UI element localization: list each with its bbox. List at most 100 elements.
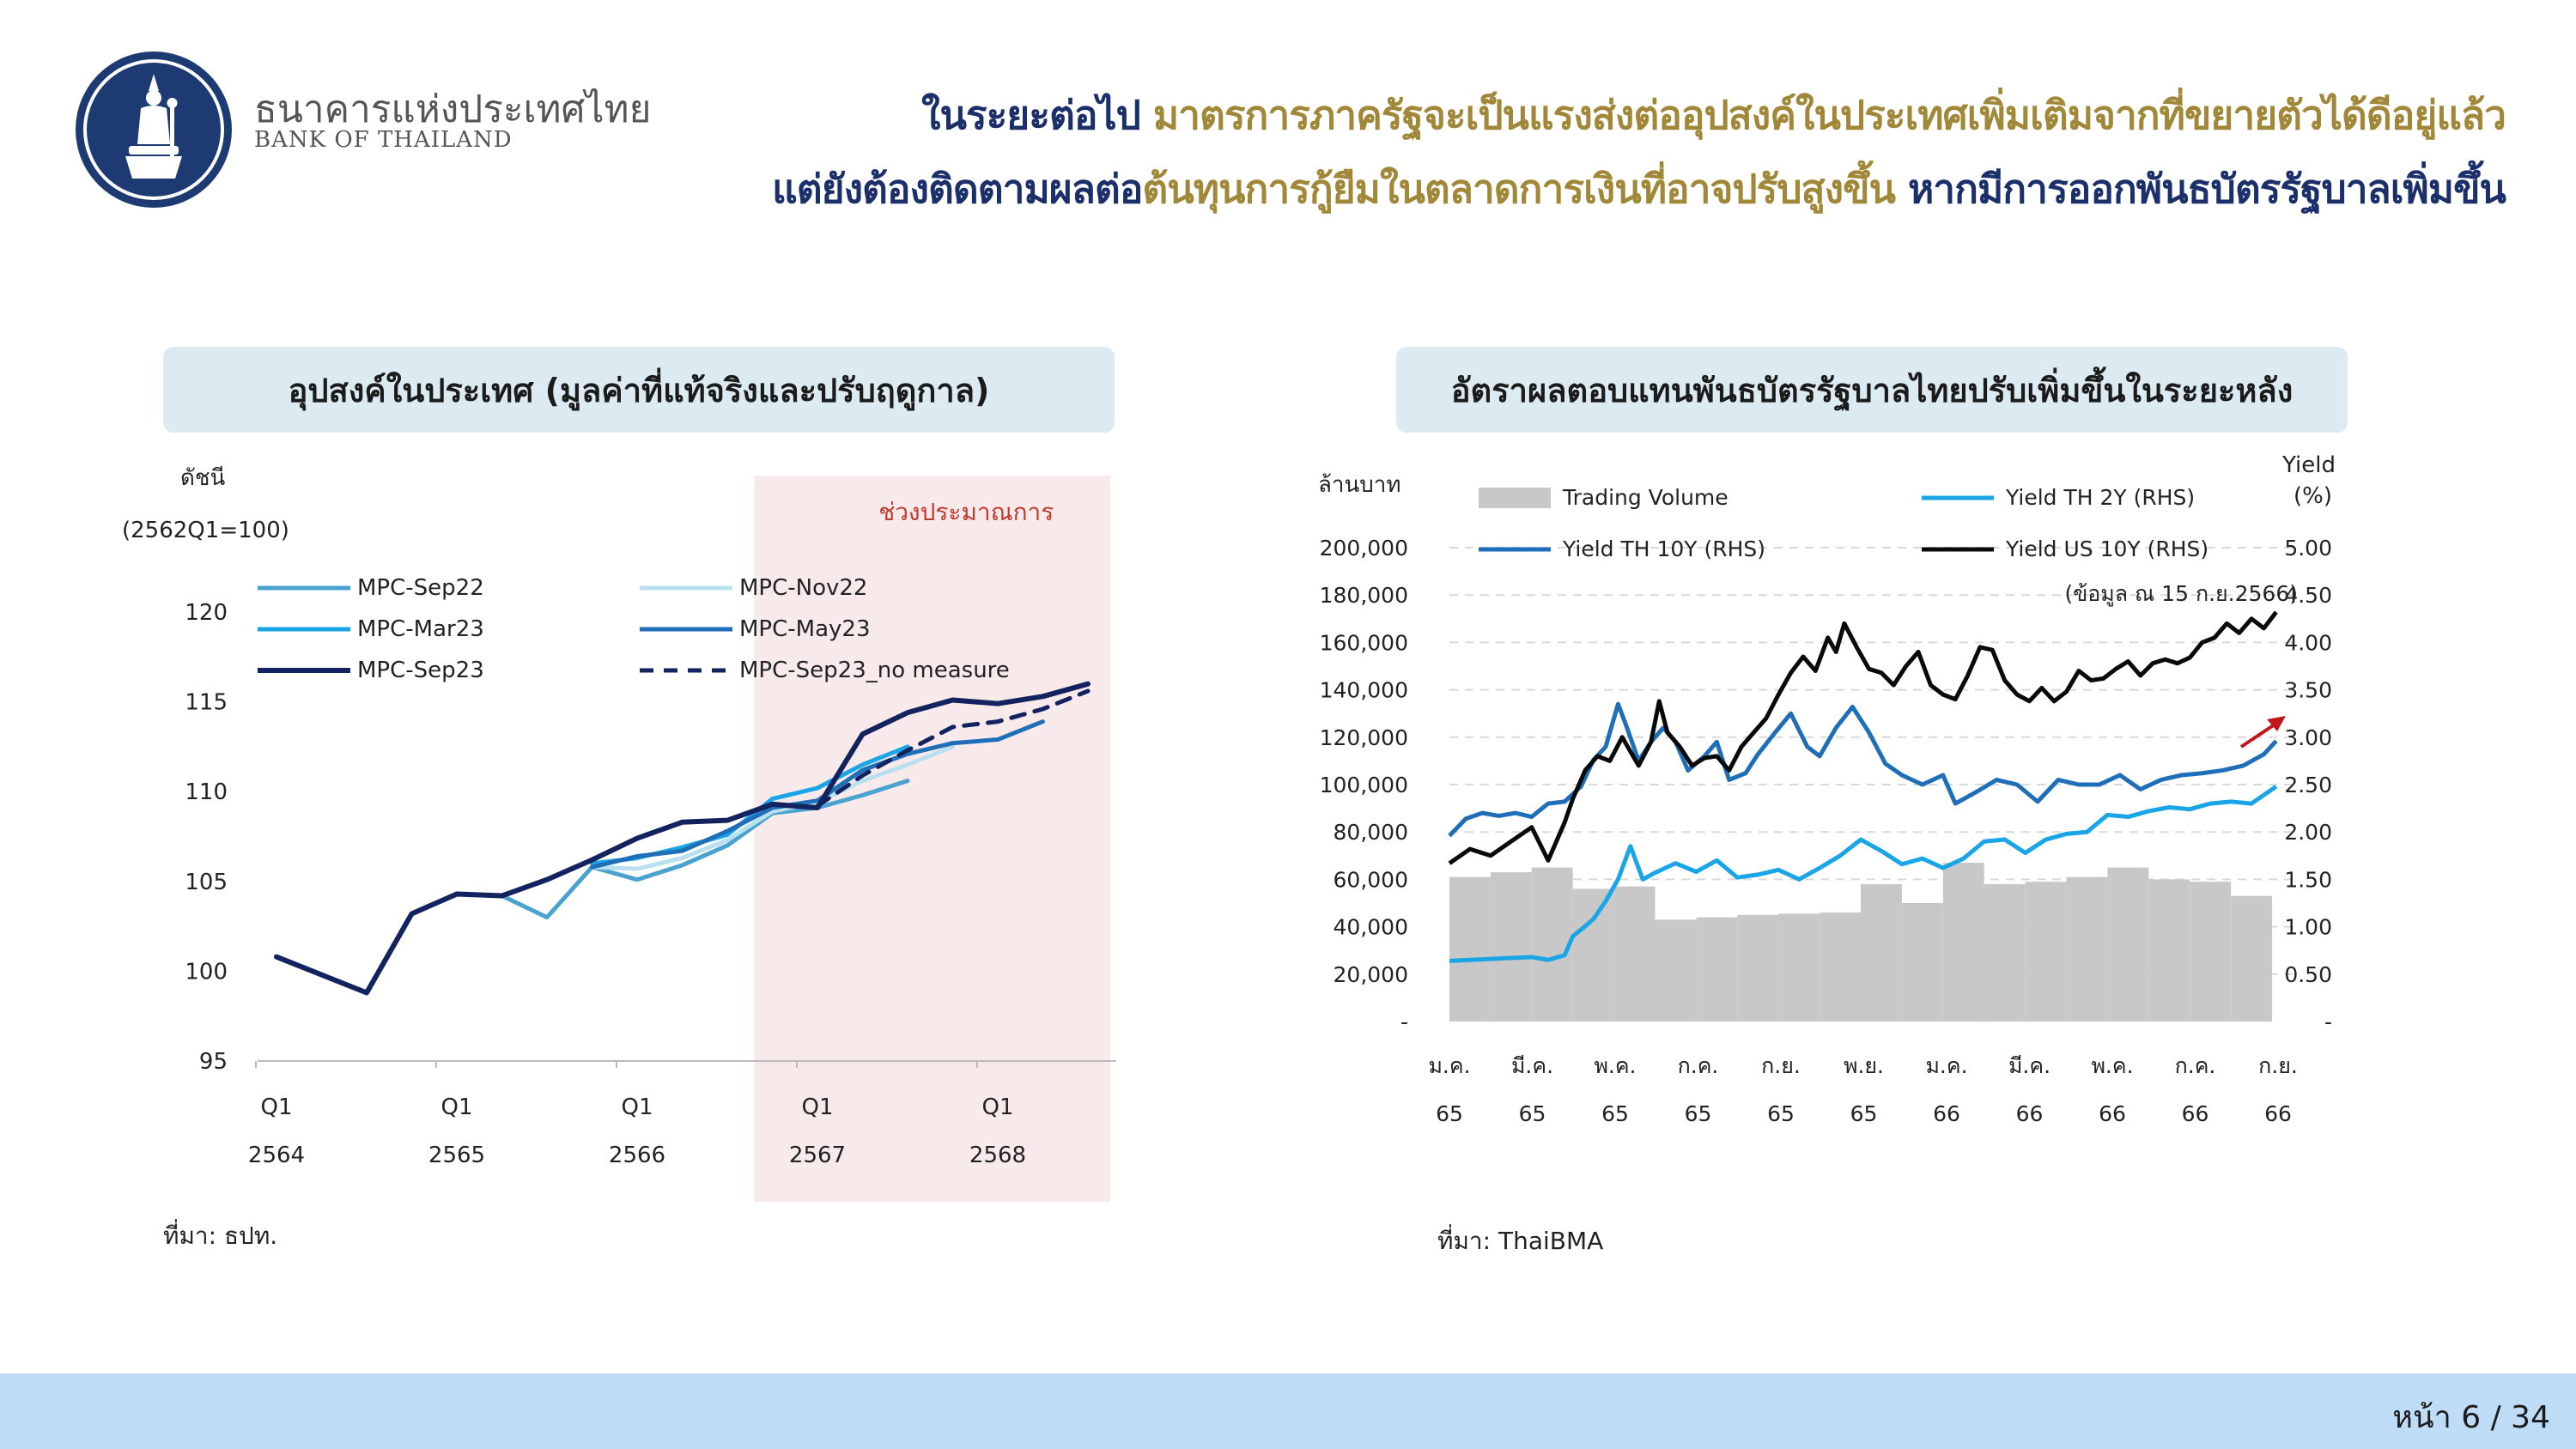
series-line-yield-us-10y-rhs-	[1448, 610, 2278, 865]
trend-arrow-icon	[2239, 716, 2286, 749]
volume-bar	[1861, 883, 1902, 1022]
right-panel-title: อัตราผลตอบแทนพันธบัตรรัฐบาลไทยปรับเพิ่มข…	[1396, 347, 2348, 433]
bank-name-en: BANK OF THAILAND	[254, 127, 513, 153]
headline-line-2-part-a: แต่ยังต้องติดตามผลต่อ	[772, 166, 1143, 212]
right-tick-label: 2.00	[2284, 820, 2332, 845]
x-tick-month: มี.ค.	[1511, 1053, 1553, 1078]
volume-bar	[2148, 879, 2190, 1022]
x-tick-quarter: Q1	[621, 1094, 653, 1120]
x-tick-month: ม.ค.	[1925, 1053, 1967, 1078]
right-tick-label: 1.50	[2284, 867, 2332, 892]
volume-bar	[1778, 913, 1820, 1022]
x-tick-year: 2567	[789, 1143, 846, 1168]
y-axis-label: ดัชนี	[180, 465, 226, 491]
legend-label: MPC-Nov22	[739, 575, 867, 601]
x-tick-year: 65	[1767, 1101, 1795, 1126]
left-tick-label: 160,000	[1320, 630, 1408, 655]
x-tick-year: 65	[1850, 1101, 1878, 1126]
x-tick-year: 65	[1519, 1101, 1546, 1126]
right-axis-label-line2: (%)	[2293, 483, 2332, 509]
volume-bar	[1696, 917, 1738, 1022]
x-tick-year: 66	[2016, 1101, 2044, 1126]
volume-bar	[1613, 886, 1656, 1022]
left-tick-label: 180,000	[1320, 583, 1408, 608]
x-tick-year: 66	[2099, 1101, 2126, 1126]
legend-label: Yield TH 2Y (RHS)	[2005, 485, 2195, 510]
x-tick-quarter: Q1	[981, 1094, 1013, 1120]
headline-line-2: แต่ยังต้องติดตามผลต่อต้นทุนการกู้ยืมในตล…	[772, 158, 2506, 221]
y-tick-label: 100	[185, 959, 228, 985]
left-tick-label: 100,000	[1320, 773, 1408, 797]
legend-label: MPC-Sep23_no measure	[739, 658, 1010, 683]
legend-label: MPC-Mar23	[357, 616, 484, 642]
x-tick-month: มี.ค.	[2008, 1053, 2050, 1078]
volume-bar	[1737, 914, 1779, 1022]
x-tick-month: ม.ค.	[1428, 1053, 1470, 1078]
left-tick-label: 120,000	[1320, 725, 1408, 750]
legend-label: Trading Volume	[1562, 485, 1728, 510]
headline-line-1-part-a: ในระยะต่อไป	[920, 92, 1153, 138]
x-tick-year: 2566	[609, 1143, 665, 1168]
left-tick-label: 40,000	[1334, 915, 1408, 940]
x-tick-year: 66	[2182, 1101, 2209, 1126]
x-tick-quarter: Q1	[260, 1094, 292, 1120]
series-line-yield-th-2y-rhs-	[1449, 785, 2278, 963]
series-line-mpc-sep23	[274, 681, 1091, 996]
x-tick-month: พ.ค.	[2091, 1053, 2133, 1078]
volume-bar	[2066, 876, 2108, 1022]
volume-bar	[1901, 903, 1943, 1022]
right-tick-label: 3.00	[2284, 725, 2332, 750]
left-tick-label: 200,000	[1320, 536, 1408, 561]
x-tick-month: ก.ค.	[2175, 1053, 2216, 1078]
left-source-note: ที่มา: ธปท.	[163, 1222, 278, 1250]
series-line-yield-th-10y-rhs-	[1448, 701, 2278, 838]
legend-swatch	[1479, 488, 1551, 508]
volume-bar	[1942, 863, 1984, 1022]
right-tick-label: 2.50	[2284, 773, 2332, 797]
x-tick-month: พ.ค.	[1594, 1053, 1636, 1078]
volume-bar	[2025, 882, 2067, 1022]
left-tick-label: 140,000	[1320, 678, 1408, 703]
right-tick-label: 4.00	[2284, 630, 2332, 655]
series-line-mpc-sep23-no-measure	[815, 688, 1091, 809]
right-tick-label: 0.50	[2284, 962, 2332, 987]
domestic-demand-chart: ช่วงประมาณการ ดัชนี (2562Q1=100) 95 100 10…	[122, 465, 1116, 1202]
volume-bar	[1449, 876, 1491, 1022]
x-tick-month: ก.ย.	[2258, 1053, 2298, 1078]
bond-yield-chart: ล้านบาท Yield (%) - - 20,000 0.50 40,000 1.00…	[1318, 455, 2336, 1126]
x-tick-month: ก.ย.	[1761, 1053, 1801, 1078]
legend-label: MPC-May23	[739, 616, 870, 642]
legend-label: MPC-Sep22	[357, 575, 484, 601]
volume-bar	[1572, 888, 1614, 1022]
legend-label: Yield US 10Y (RHS)	[2005, 537, 2208, 561]
forecast-region	[754, 476, 1111, 1202]
forecast-region-label: ช่วงประมาณการ	[878, 498, 1054, 526]
x-tick-year: 2568	[969, 1143, 1026, 1168]
left-tick-label: 80,000	[1334, 820, 1408, 845]
volume-bar	[2190, 882, 2232, 1022]
x-tick-year: 65	[1601, 1101, 1629, 1126]
y-tick-label: 105	[185, 870, 228, 895]
x-tick-quarter: Q1	[801, 1094, 833, 1120]
right-tick-label: -	[2324, 1009, 2332, 1034]
volume-bar	[1820, 912, 1862, 1022]
legend-label: MPC-Sep23	[357, 658, 484, 683]
x-tick-year: 65	[1685, 1101, 1712, 1126]
x-tick-year: 2564	[248, 1143, 305, 1168]
left-tick-label: 60,000	[1334, 867, 1408, 892]
x-tick-month: ก.ค.	[1678, 1053, 1719, 1078]
x-tick-year: 65	[1436, 1101, 1463, 1126]
right-source-note: ที่มา: ThaiBMA	[1437, 1227, 1604, 1255]
legend-label: Yield TH 10Y (RHS)	[1562, 537, 1765, 561]
bank-of-thailand-logo-icon	[76, 52, 232, 208]
footer-bar	[0, 1373, 2576, 1449]
headline-line-1: ในระยะต่อไป มาตรการภาครัฐจะเป็นแรงส่งต่อ…	[921, 84, 2506, 147]
volume-bar	[1984, 883, 2026, 1022]
y-tick-label: 95	[199, 1049, 228, 1075]
right-axis-label-line1: Yield	[2281, 455, 2336, 478]
series-line-mpc-nov22	[590, 744, 955, 871]
y-tick-label: 110	[185, 779, 228, 805]
right-tick-label: 3.50	[2284, 678, 2332, 703]
bank-name-th: ธนาคารแห่งประเทศไทย	[254, 88, 652, 131]
volume-bar	[1655, 919, 1697, 1022]
